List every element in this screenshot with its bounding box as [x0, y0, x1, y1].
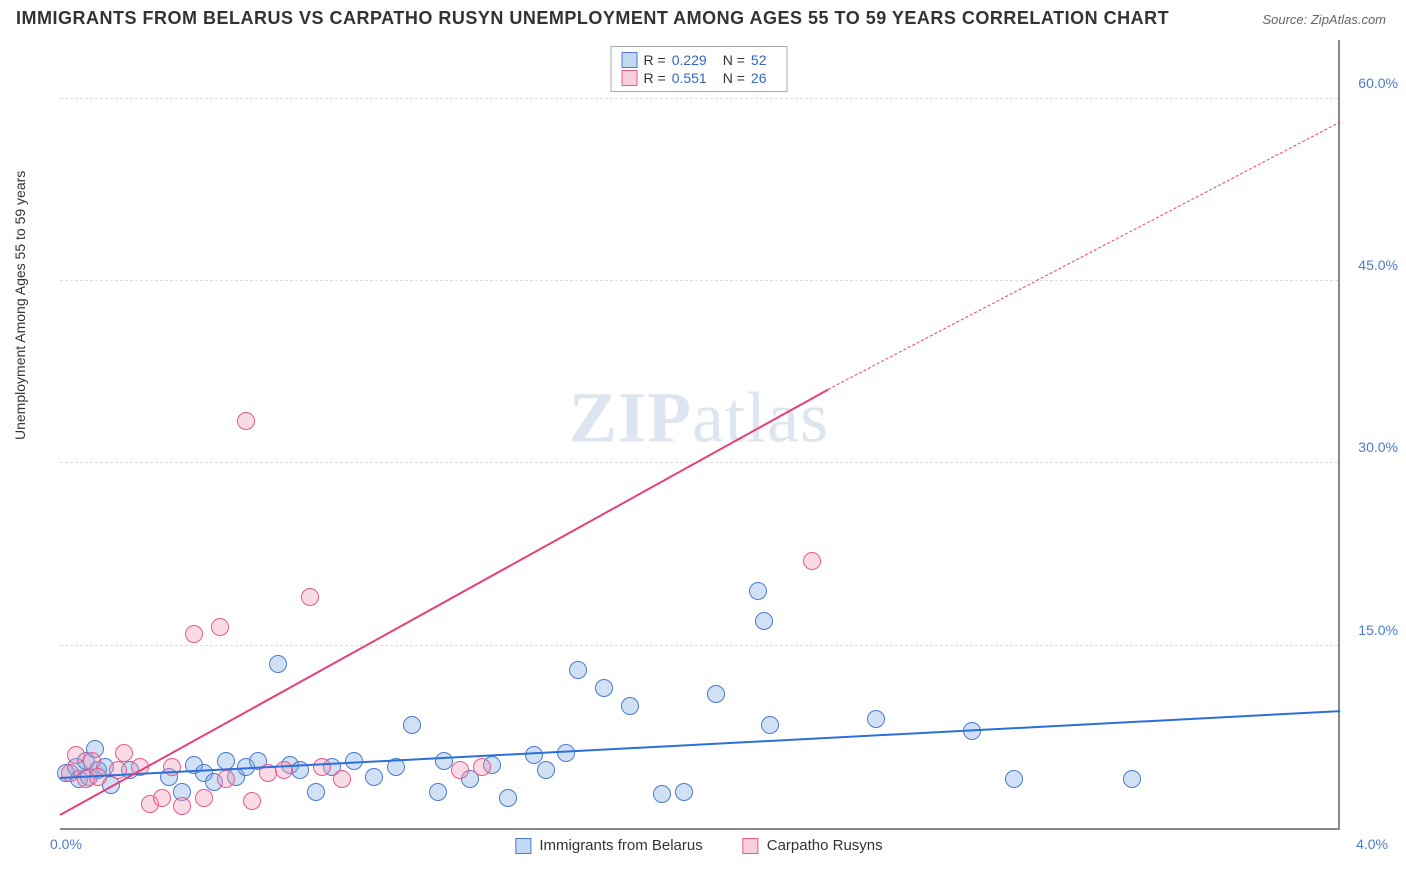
y-tick-label: 15.0% [1358, 622, 1398, 638]
data-point [307, 783, 325, 801]
data-point [185, 625, 203, 643]
data-point [301, 588, 319, 606]
swatch-series-1 [515, 838, 531, 854]
data-point [403, 716, 421, 734]
legend-item: Immigrants from Belarus [515, 837, 702, 854]
swatch-series-1 [622, 52, 638, 68]
data-point [595, 679, 613, 697]
r-value-1: 0.229 [672, 52, 707, 68]
data-point [473, 758, 491, 776]
scatter-chart: ZIPatlas R = 0.229 N = 52 R = 0.551 N = … [60, 40, 1340, 830]
legend-item: Carpatho Rusyns [743, 837, 883, 854]
data-point [749, 582, 767, 600]
r-value-2: 0.551 [672, 70, 707, 86]
data-point [313, 758, 331, 776]
data-point [755, 612, 773, 630]
chart-title: IMMIGRANTS FROM BELARUS VS CARPATHO RUSY… [16, 8, 1169, 29]
data-point [569, 661, 587, 679]
legend-series: Immigrants from Belarus Carpatho Rusyns [515, 837, 882, 854]
gridline [60, 280, 1338, 281]
data-point [243, 792, 261, 810]
data-point [217, 770, 235, 788]
data-point [1123, 770, 1141, 788]
data-point [653, 785, 671, 803]
legend-stats-row: R = 0.551 N = 26 [622, 69, 777, 87]
legend-label: Carpatho Rusyns [767, 837, 883, 854]
data-point [707, 685, 725, 703]
data-point [115, 744, 133, 762]
trend-line [828, 122, 1340, 390]
watermark: ZIPatlas [569, 377, 829, 460]
x-tick-max: 4.0% [1356, 836, 1388, 852]
data-point [675, 783, 693, 801]
x-tick-min: 0.0% [50, 836, 82, 852]
data-point [173, 797, 191, 815]
data-point [237, 412, 255, 430]
data-point [761, 716, 779, 734]
data-point [537, 761, 555, 779]
gridline [60, 98, 1338, 99]
legend-stats-row: R = 0.229 N = 52 [622, 51, 777, 69]
data-point [429, 783, 447, 801]
n-value-2: 26 [751, 70, 767, 86]
data-point [621, 697, 639, 715]
data-point [365, 768, 383, 786]
data-point [195, 789, 213, 807]
y-tick-label: 45.0% [1358, 257, 1398, 273]
legend-stats: R = 0.229 N = 52 R = 0.551 N = 26 [611, 46, 788, 92]
data-point [1005, 770, 1023, 788]
n-value-1: 52 [751, 52, 767, 68]
data-point [275, 761, 293, 779]
swatch-series-2 [622, 70, 638, 86]
data-point [867, 710, 885, 728]
data-point [525, 746, 543, 764]
data-point [163, 758, 181, 776]
y-tick-label: 60.0% [1358, 75, 1398, 91]
gridline [60, 462, 1338, 463]
source-label: Source: ZipAtlas.com [1262, 12, 1386, 27]
y-tick-label: 30.0% [1358, 439, 1398, 455]
legend-label: Immigrants from Belarus [539, 837, 702, 854]
gridline [60, 645, 1338, 646]
data-point [269, 655, 287, 673]
data-point [451, 761, 469, 779]
data-point [211, 618, 229, 636]
y-axis-label: Unemployment Among Ages 55 to 59 years [12, 171, 28, 440]
data-point [499, 789, 517, 807]
swatch-series-2 [743, 838, 759, 854]
data-point [333, 770, 351, 788]
data-point [803, 552, 821, 570]
data-point [153, 789, 171, 807]
